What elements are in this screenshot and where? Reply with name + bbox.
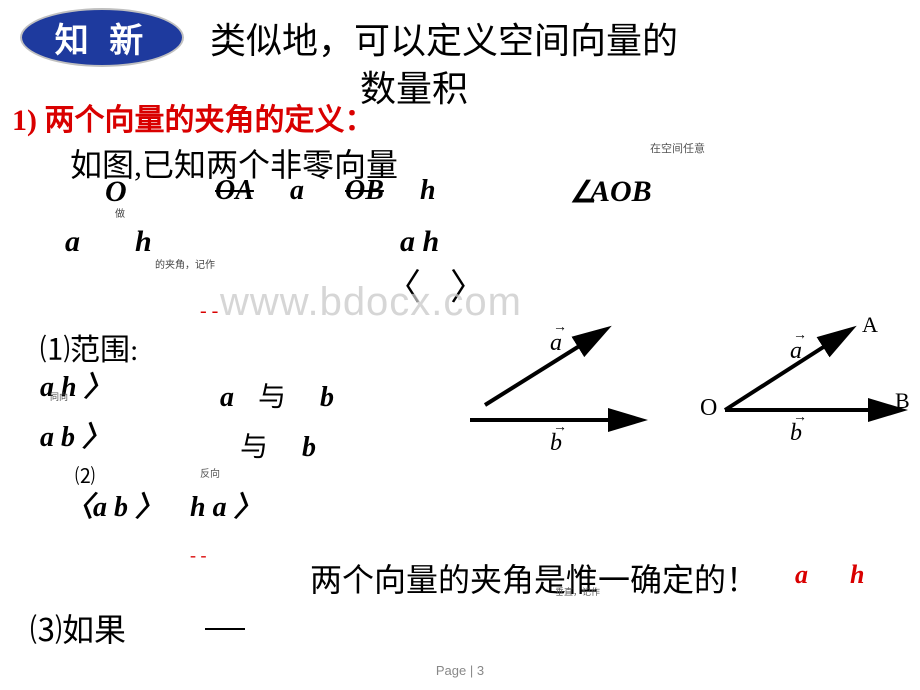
d2-b-label: → b bbox=[790, 420, 802, 447]
sym-b-2: h bbox=[135, 225, 152, 259]
sym-ob: OB bbox=[345, 175, 384, 207]
d2-A: A bbox=[862, 312, 878, 338]
header-badge: 知 新 bbox=[20, 8, 184, 67]
har: h a 〉 bbox=[190, 485, 262, 525]
sym-aob: AOB bbox=[590, 175, 652, 209]
sym-ab-mid: a h bbox=[400, 225, 439, 259]
d1-b-label: → b bbox=[550, 430, 562, 457]
item3: ⑶如果 bbox=[30, 605, 126, 651]
d2-O: O bbox=[700, 395, 717, 422]
yu-b2: b bbox=[302, 432, 316, 463]
red-a: a bbox=[795, 560, 808, 590]
yu-b1: b bbox=[320, 382, 334, 413]
red-h: h bbox=[850, 560, 864, 590]
sym-h-1: h bbox=[420, 175, 436, 207]
yu-2: 与 bbox=[240, 432, 268, 463]
title-line-2: 数量积 bbox=[360, 60, 468, 112]
sym-a-2: a bbox=[65, 225, 80, 259]
sym-oa: OA bbox=[215, 175, 254, 207]
tiny-6: 垂直，记作 bbox=[555, 585, 600, 598]
abl-3: 〈a b 〉 bbox=[65, 485, 163, 525]
range-label: ⑴范围: bbox=[40, 325, 138, 369]
tiny-zuo: 做 bbox=[115, 205, 125, 220]
sym-o: O bbox=[105, 175, 127, 209]
d2-B: B bbox=[895, 388, 910, 414]
title-line-1: 类似地，可以定义空间向量的 bbox=[210, 12, 678, 64]
tiny-3: 的夹角，记作 bbox=[155, 256, 215, 271]
red-dash-1: - - bbox=[200, 300, 218, 323]
tiny-1: 在空间任意 bbox=[650, 140, 705, 156]
page-label: Page bbox=[436, 663, 466, 678]
d1-a-label: → a bbox=[550, 330, 562, 357]
page-number: 3 bbox=[477, 663, 484, 678]
page-footer: Page | 3 bbox=[0, 663, 920, 678]
abr-2: a b 〉 bbox=[40, 415, 110, 455]
unique-line: 两个向量的夹角是惟一确定的！ bbox=[310, 555, 758, 601]
d2-a-label: → a bbox=[790, 338, 802, 365]
tiny-fanxiang: 反向 bbox=[200, 465, 220, 480]
tiny-tongxiang: 同向 bbox=[50, 390, 68, 403]
yu-1: 与 bbox=[258, 382, 286, 413]
red-dash-2: - - bbox=[190, 545, 207, 566]
sym-a-1: a bbox=[290, 175, 304, 207]
yu-a1: a bbox=[220, 382, 234, 413]
section-1-heading: 1) 两个向量的夹角的定义： bbox=[12, 95, 375, 139]
badge-text: 知 新 bbox=[55, 13, 150, 62]
underline-3 bbox=[205, 628, 245, 630]
